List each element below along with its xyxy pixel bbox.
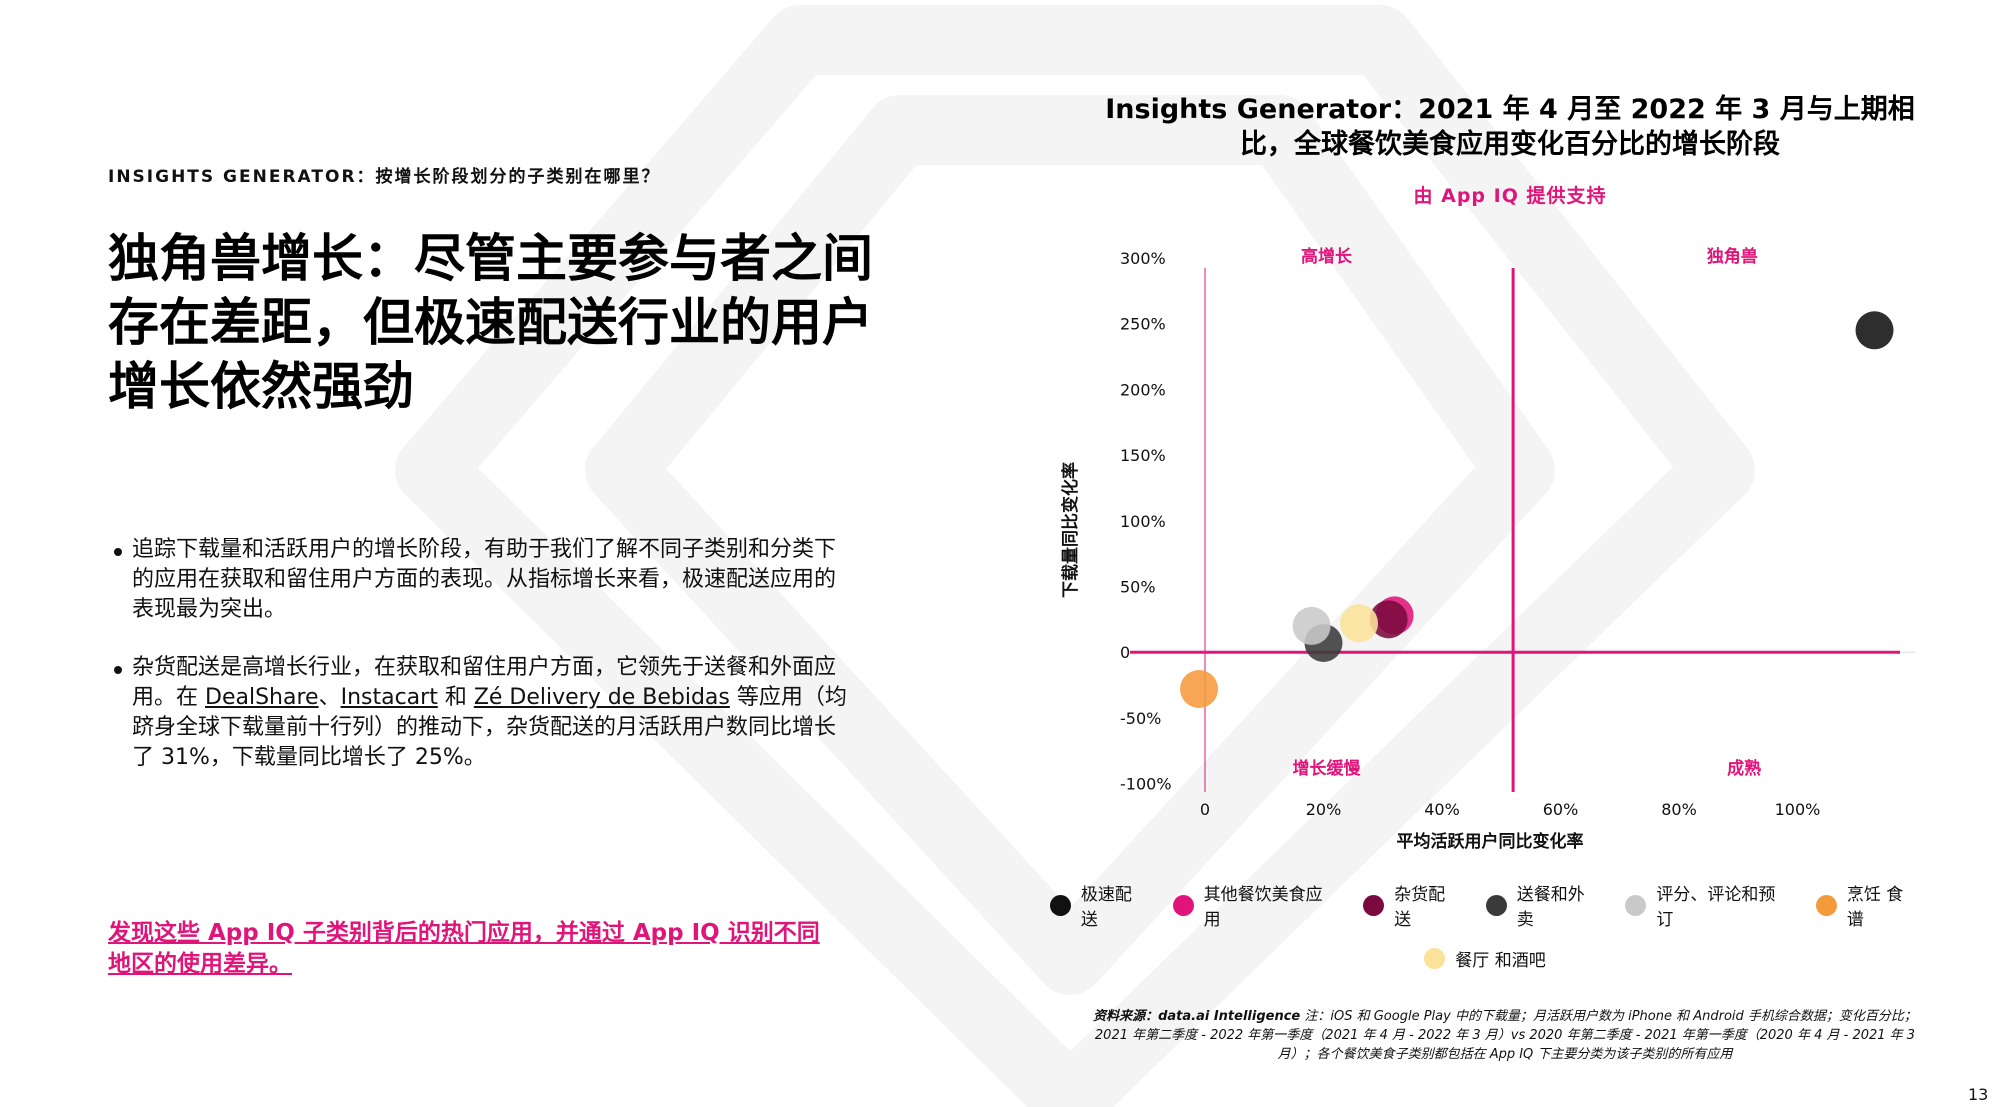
legend-label: 极速配送 <box>1080 885 1132 930</box>
eyebrow-label: INSIGHTS GENERATOR：按增长阶段划分的子类别在哪里？ <box>108 167 661 187</box>
quadrant-label-mature: 成熟 <box>1727 758 1761 779</box>
x-tick-label: 0 <box>1200 800 1210 819</box>
data-point-烹饪 食谱 <box>1180 669 1219 708</box>
bullet-text-after: 等应用（均跻身全球下载量前十行列）的推动下，杂货配送的月活跃用户数同比增长了 3… <box>132 685 847 770</box>
source-label: 资料来源：data.ai Intelligence <box>1093 1009 1301 1024</box>
legend-swatch <box>1050 894 1071 916</box>
x-tick-label: 80% <box>1661 800 1697 819</box>
bullet-text-before: 杂货配送是高增长行业，在获取和留住用户方面，它领先于送餐和外面应用。在 <box>132 655 837 710</box>
legend-swatch <box>1172 894 1194 916</box>
y-tick-label: 250% <box>1120 315 1166 334</box>
data-point-杂货配送 <box>1369 600 1408 639</box>
quadrant-label-slow-growth: 增长缓慢 <box>1292 758 1361 779</box>
legend-item: 餐厅 和酒吧 <box>1424 946 1546 971</box>
scatter-chart: 300% 250% 200% 150% 100% 50% 0 -50% -100% 0 20% 40%… <box>1060 246 1915 852</box>
legend-label: 杂货配送 <box>1394 885 1446 930</box>
bullet-text: 追踪下载量和活跃用户的增长阶段，有助于我们了解不同子类别和分类下的应用在获取和留… <box>132 537 837 622</box>
legend-item: 送餐和外卖 <box>1485 880 1602 930</box>
legend-swatch <box>1363 894 1385 916</box>
legend-item: 烹饪 食谱 <box>1815 880 1920 930</box>
page-number: 13 <box>1968 1085 1989 1104</box>
separator-text: 和 <box>437 685 474 710</box>
data-point-极速配送 <box>1855 311 1894 350</box>
legend-label: 送餐和外卖 <box>1516 885 1585 930</box>
y-tick-label: 100% <box>1120 512 1166 531</box>
y-axis-title: 下载量同比变化率 <box>1060 462 1081 598</box>
legend-item: 评分、评论和预订 <box>1625 880 1791 930</box>
legend-swatch <box>1424 948 1446 969</box>
legend-label: 餐厅 和酒吧 <box>1455 951 1546 971</box>
bullet-item: 追踪下载量和活跃用户的增长阶段，有助于我们了解不同子类别和分类下的应用在获取和留… <box>112 535 852 625</box>
y-tick-label: 150% <box>1120 446 1166 465</box>
source-note: 资料来源：data.ai Intelligence 注：iOS 和 Google… <box>1080 1007 1930 1064</box>
x-axis-title: 平均活跃用户同比变化率 <box>1397 831 1584 852</box>
bullet-item: 杂货配送是高增长行业，在获取和留住用户方面，它领先于送餐和外面应用。在 Deal… <box>112 653 852 773</box>
separator-text: 、 <box>318 685 341 710</box>
ze-delivery-link[interactable]: Zé Delivery de Bebidas <box>473 685 730 710</box>
y-tick-label: -100% <box>1120 775 1172 794</box>
x-tick-label: 40% <box>1424 800 1460 819</box>
dealshare-link[interactable]: DealShare <box>205 685 319 710</box>
x-tick-label: 60% <box>1543 800 1579 819</box>
legend-row: 极速配送 其他餐饮美食应用 杂货配送 送餐和外卖 评分、评论和预订 烹饪 食谱 <box>1050 880 1920 930</box>
y-tick-label: -50% <box>1120 709 1161 728</box>
y-tick-label: 200% <box>1120 380 1166 399</box>
chart-subtitle: 由 App IQ 提供支持 <box>1413 185 1607 207</box>
legend-item: 其他餐饮美食应用 <box>1172 880 1339 930</box>
legend-label: 其他餐饮美食应用 <box>1203 885 1323 930</box>
chart-title: Insights Generator：2021 年 4 月至 2022 年 3 … <box>1105 94 1915 160</box>
quadrant-label-unicorn: 独角兽 <box>1707 246 1758 267</box>
y-tick-label: 50% <box>1120 578 1156 597</box>
data-point-评分、评论和预订 <box>1292 606 1331 645</box>
legend-swatch <box>1815 894 1837 916</box>
legend-label: 烹饪 食谱 <box>1846 885 1904 930</box>
app-iq-cta-link[interactable]: 发现这些 App IQ 子类别背后的热门应用，并通过 App IQ 识别不同地区… <box>108 920 820 977</box>
chart-legend: 极速配送 其他餐饮美食应用 杂货配送 送餐和外卖 评分、评论和预订 烹饪 食谱 餐厅 和酒… <box>1050 880 1920 987</box>
legend-item: 杂货配送 <box>1363 880 1462 930</box>
legend-label: 评分、评论和预订 <box>1656 885 1776 930</box>
source-note-text: 注：iOS 和 Google Play 中的下载量；月活跃用户数为 iPhone… <box>1094 1009 1917 1062</box>
y-tick-label: 0 <box>1120 643 1130 662</box>
legend-swatch <box>1625 894 1647 916</box>
instacart-link[interactable]: Instacart <box>340 685 438 710</box>
legend-item: 极速配送 <box>1050 880 1149 930</box>
bullet-list: 追踪下载量和活跃用户的增长阶段，有助于我们了解不同子类别和分类下的应用在获取和留… <box>112 535 852 801</box>
data-point-餐厅 和酒吧 <box>1340 604 1379 643</box>
legend-swatch <box>1485 894 1507 916</box>
page-headline: 独角兽增长：尽管主要参与者之间存在差距，但极速配送行业的用户增长依然强劲 <box>108 230 874 417</box>
legend-row: 餐厅 和酒吧 <box>1050 946 1920 971</box>
x-tick-label: 100% <box>1775 800 1821 819</box>
x-tick-label: 20% <box>1306 800 1342 819</box>
y-tick-label: 300% <box>1120 249 1166 268</box>
quadrant-label-high-growth: 高增长 <box>1301 246 1353 267</box>
